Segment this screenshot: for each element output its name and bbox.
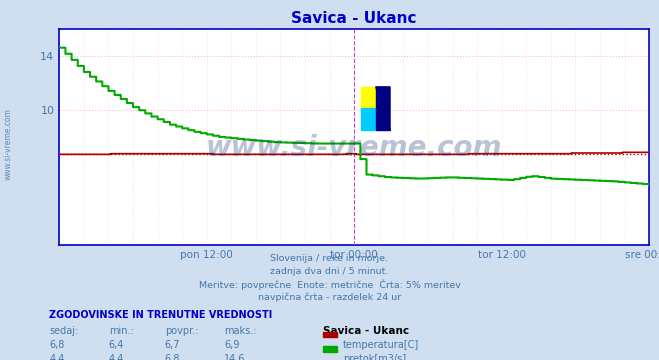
Text: 4,4: 4,4 — [49, 354, 65, 360]
Text: 14,6: 14,6 — [224, 354, 246, 360]
Bar — [361, 108, 376, 130]
Text: 6,9: 6,9 — [224, 340, 239, 350]
Title: Savica - Ukanc: Savica - Ukanc — [291, 11, 417, 26]
Text: Slovenija / reke in morje.: Slovenija / reke in morje. — [270, 254, 389, 263]
Text: temperatura[C]: temperatura[C] — [343, 340, 419, 350]
Text: 4,4: 4,4 — [109, 354, 124, 360]
Text: Savica - Ukanc: Savica - Ukanc — [323, 326, 409, 336]
Text: navpična črta - razdelek 24 ur: navpična črta - razdelek 24 ur — [258, 293, 401, 302]
Text: www.si-vreme.com: www.si-vreme.com — [3, 108, 13, 180]
Text: 6,8: 6,8 — [49, 340, 65, 350]
Text: 6,7: 6,7 — [165, 340, 181, 350]
Text: pretok[m3/s]: pretok[m3/s] — [343, 354, 406, 360]
Polygon shape — [376, 87, 390, 130]
Text: 6,8: 6,8 — [165, 354, 180, 360]
Text: min.:: min.: — [109, 326, 134, 336]
Text: maks.:: maks.: — [224, 326, 256, 336]
Text: ZGODOVINSKE IN TRENUTNE VREDNOSTI: ZGODOVINSKE IN TRENUTNE VREDNOSTI — [49, 310, 273, 320]
Text: Meritve: povprečne  Enote: metrične  Črta: 5% meritev: Meritve: povprečne Enote: metrične Črta:… — [198, 280, 461, 290]
Bar — [361, 87, 376, 108]
Text: 6,4: 6,4 — [109, 340, 124, 350]
Text: sedaj:: sedaj: — [49, 326, 78, 336]
Text: povpr.:: povpr.: — [165, 326, 198, 336]
Text: www.si-vreme.com: www.si-vreme.com — [206, 134, 502, 162]
Text: zadnja dva dni / 5 minut.: zadnja dva dni / 5 minut. — [270, 267, 389, 276]
Polygon shape — [376, 87, 390, 130]
